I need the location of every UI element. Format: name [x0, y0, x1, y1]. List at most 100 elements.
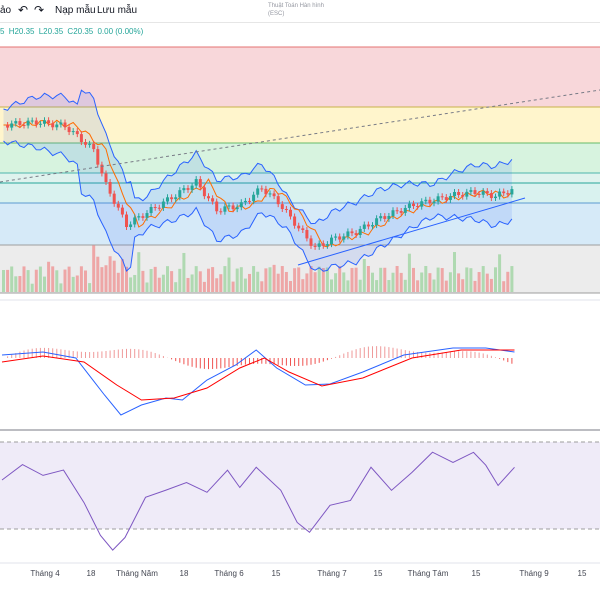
candle-body	[26, 120, 30, 126]
volume-bar	[211, 267, 215, 292]
watermark-line1: Thuật Toán Hàn hình	[268, 3, 324, 9]
save-template-button[interactable]: Lưu mẫu	[97, 5, 138, 16]
candle-body	[55, 124, 59, 128]
volume-bar	[219, 274, 223, 292]
candle-body	[256, 188, 260, 195]
volume-bar	[366, 266, 370, 292]
redo-icon[interactable]: ↷	[34, 3, 45, 17]
volume-bar	[416, 280, 420, 292]
candle-body	[321, 243, 325, 246]
volume-bar	[194, 266, 198, 292]
macd-pane	[0, 299, 600, 416]
volume-bar	[305, 273, 309, 292]
candle-body	[403, 207, 407, 213]
fib-zone-2	[0, 143, 600, 173]
volume-bar	[330, 279, 333, 292]
volume-bar	[67, 266, 71, 292]
candle-body	[428, 199, 432, 204]
candle-body	[453, 192, 456, 197]
candle-body	[252, 194, 256, 202]
time-axis-label: Tháng Tám	[408, 569, 449, 578]
volume-bar	[407, 253, 411, 292]
volume-bar	[133, 274, 137, 292]
volume-bar	[198, 271, 202, 292]
candle-body	[47, 120, 51, 124]
bollinger-upper	[3, 89, 513, 225]
candle-body	[268, 193, 272, 195]
candle-body	[51, 123, 55, 128]
candle-body	[407, 203, 411, 208]
volume-bar	[428, 273, 432, 292]
volume-bar	[252, 266, 256, 292]
time-axis-label: Tháng Năm	[116, 569, 158, 578]
trend-lines[interactable]	[0, 89, 600, 266]
rsi-band	[0, 442, 600, 529]
volume-bar	[297, 267, 301, 292]
volume-bar	[338, 266, 342, 292]
volume-bar	[260, 281, 264, 292]
candle-body	[133, 217, 137, 225]
candle-body	[440, 196, 444, 198]
volume-bar	[485, 273, 489, 292]
candle-body	[473, 190, 477, 194]
volume-bar	[149, 269, 153, 292]
volume-bar	[137, 252, 141, 292]
candle-body	[371, 225, 374, 227]
candle-body	[141, 216, 145, 218]
undo-icon[interactable]: ↶	[18, 3, 29, 17]
volume-bar	[477, 272, 481, 292]
volume-bar	[116, 272, 120, 292]
volume-bar	[178, 268, 182, 292]
candle-body	[186, 188, 190, 190]
volume-bar	[489, 278, 493, 292]
candle-body	[75, 131, 79, 135]
volume-bar	[207, 268, 210, 292]
candle-body	[276, 196, 280, 205]
ohlc-change: 0.00 (0.00%)	[97, 27, 144, 36]
volume-bar	[346, 280, 350, 292]
volume-bar	[120, 259, 124, 292]
candle-body	[313, 245, 317, 247]
candle-body	[211, 198, 215, 202]
candle-body	[420, 201, 424, 207]
volume-bar	[79, 266, 83, 292]
candle-body	[178, 190, 182, 198]
ohlc-legend: 5 H20.35 L20.35 C20.35 0.00 (0.00%)	[0, 27, 145, 36]
candle-body	[129, 224, 133, 228]
candle-body	[457, 192, 461, 196]
toolbar-cut-label[interactable]: ảo	[0, 5, 12, 16]
volume-bar	[2, 270, 5, 292]
candle-body	[161, 201, 165, 208]
volume-bar	[506, 271, 510, 292]
volume-bar	[223, 266, 227, 292]
volume-bar	[141, 270, 145, 292]
candle-body	[289, 209, 292, 217]
load-template-button[interactable]: Nạp mẫu	[55, 5, 96, 16]
ohlc-close: C20.35	[67, 27, 94, 36]
candle-body	[137, 216, 141, 218]
volume-bar	[63, 269, 67, 292]
volume-bar	[75, 275, 79, 292]
volume-bar	[494, 267, 497, 292]
volume-bar	[112, 260, 116, 292]
candle-body	[358, 228, 362, 235]
candle-body	[14, 121, 18, 124]
volume-bar	[502, 281, 506, 292]
volume-bar	[215, 278, 219, 292]
volume-bar	[268, 267, 272, 292]
candle-body	[317, 243, 321, 247]
bollinger-lower	[3, 140, 513, 272]
candle-body	[207, 196, 210, 199]
candle-body	[498, 191, 502, 197]
candle-body	[448, 196, 452, 200]
candle-body	[92, 143, 96, 150]
candle-body	[202, 187, 206, 197]
volume-bar	[43, 276, 46, 292]
volume-bar	[510, 266, 514, 292]
candle-body	[125, 214, 128, 228]
volume-bar	[153, 266, 157, 292]
candle-body	[325, 244, 329, 246]
candle-body	[260, 188, 264, 190]
volume-bar	[182, 252, 186, 292]
